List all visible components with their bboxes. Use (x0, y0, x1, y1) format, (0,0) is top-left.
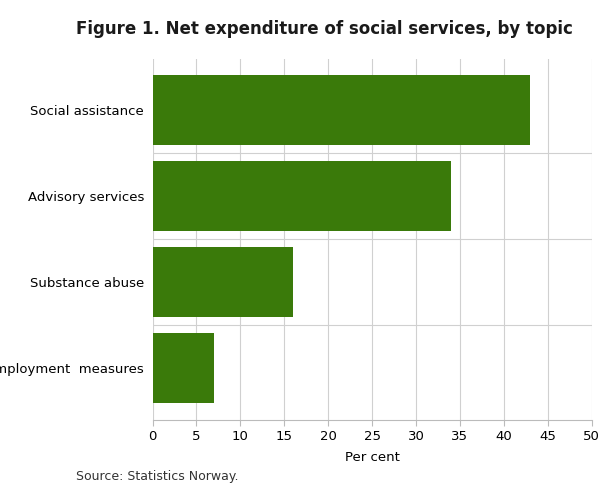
X-axis label: Per cent: Per cent (345, 451, 400, 465)
Bar (152, 333, 214, 403)
Text: Source: Statistics Norway.: Source: Statistics Norway. (76, 470, 239, 483)
Bar (152, 161, 451, 231)
Text: Figure 1. Net expenditure of social services, by topic: Figure 1. Net expenditure of social serv… (76, 20, 573, 38)
Bar (152, 75, 530, 145)
Bar (152, 247, 293, 317)
